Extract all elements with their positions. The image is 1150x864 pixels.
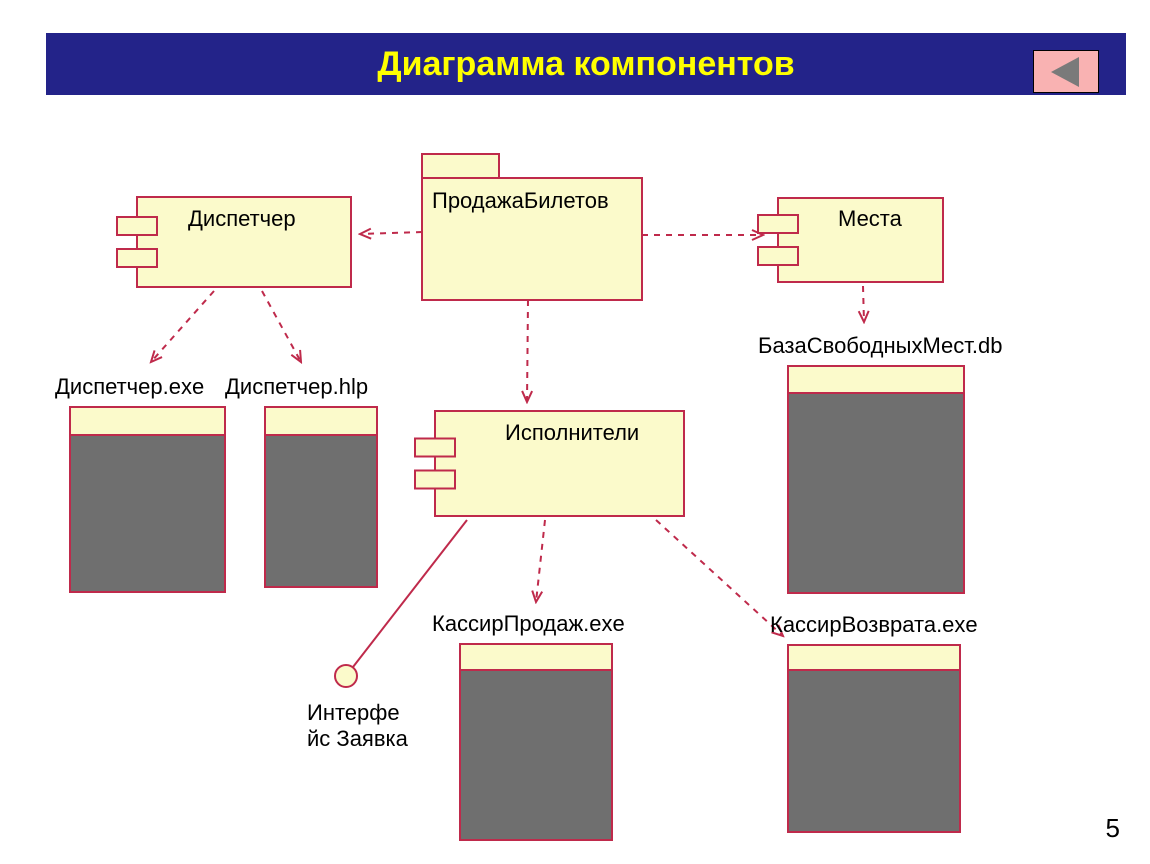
node-label: Диспетчер.hlp [225,374,368,400]
package-ticket_sales [422,154,642,300]
file-free_seats_db [788,366,964,593]
file-dispatcher_exe [70,407,225,592]
file-dispatcher_hlp [265,407,377,587]
node-label: КассирВозврата.exe [770,612,978,638]
node-label: йс Заявка [307,726,408,752]
node-label: Диспетчер.exe [55,374,204,400]
node-label: КассирПродаж.exe [432,611,625,637]
node-label: БазаСвободныхМест.db [758,333,1003,359]
file-cashier_sales_exe [460,644,612,840]
node-label: Места [838,206,902,232]
node-label: Интерфе [307,700,400,726]
page-number: 5 [1106,813,1120,844]
node-label: Исполнители [505,420,639,446]
node-label: ПродажаБилетов [432,188,609,214]
file-cashier_return_exe [788,645,960,832]
node-label: Диспетчер [188,206,296,232]
interface-iface_request [335,665,357,687]
